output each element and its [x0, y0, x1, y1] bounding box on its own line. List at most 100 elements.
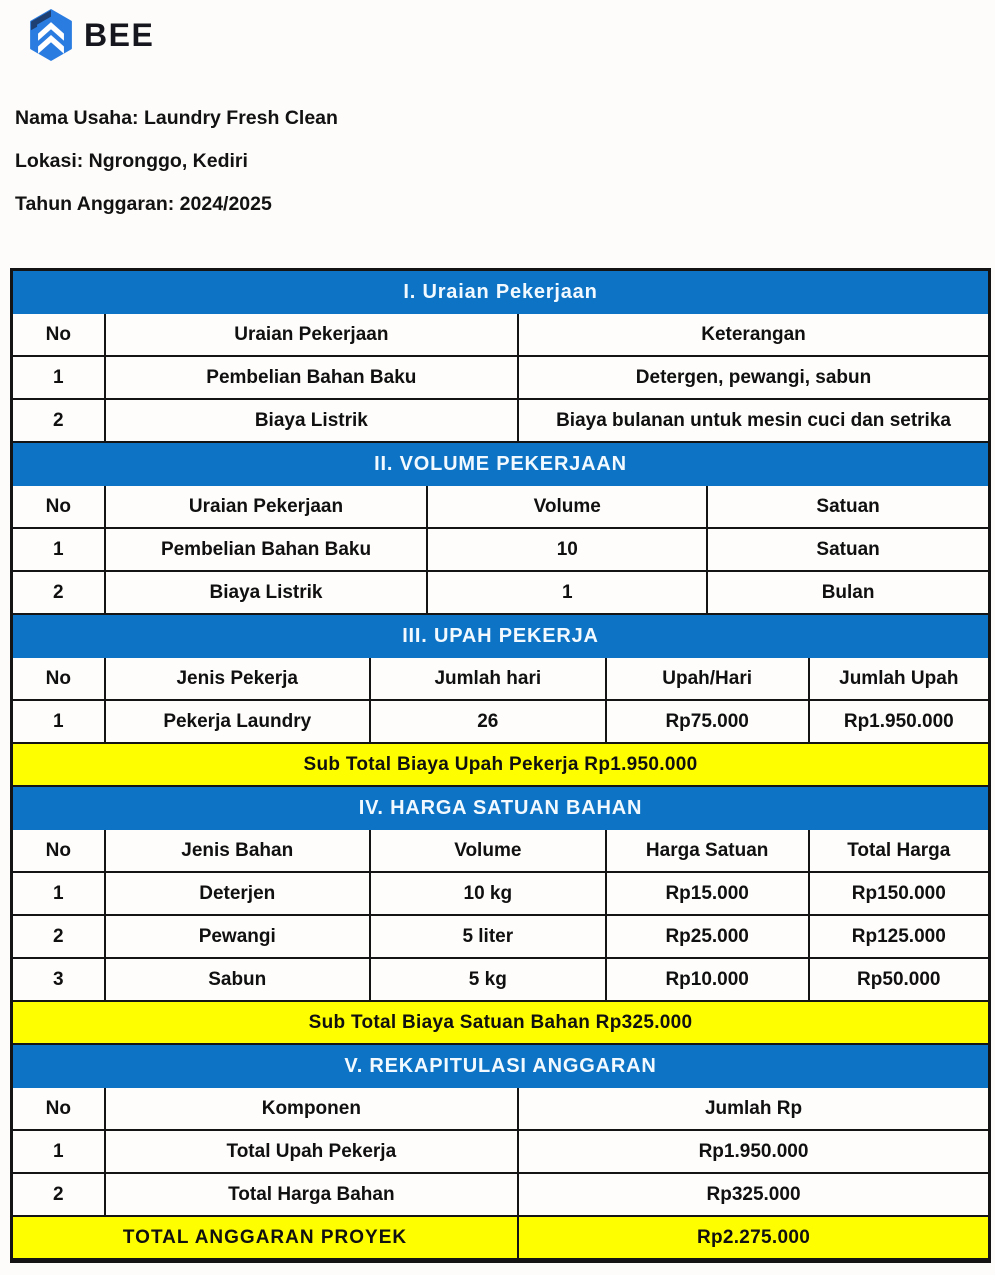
table-header-row: No Uraian Pekerjaan Keterangan: [13, 314, 988, 357]
cell-harga-satuan: Rp15.000: [604, 871, 810, 916]
cell-harga-satuan: Rp25.000: [604, 914, 810, 959]
cell-no: 1: [13, 1129, 106, 1174]
table-rekapitulasi-anggaran: No Komponen Jumlah Rp 1 Total Upah Peker…: [13, 1088, 988, 1260]
grand-total-row: TOTAL ANGGARAN PROYEK Rp2.275.000: [13, 1215, 988, 1260]
table-header-row: No Komponen Jumlah Rp: [13, 1088, 988, 1131]
cell-uraian: Pembelian Bahan Baku: [103, 527, 429, 572]
column-header-uraian: Uraian Pekerjaan: [103, 486, 429, 529]
column-header-no: No: [13, 830, 106, 873]
cell-no: 2: [13, 1172, 106, 1217]
table-upah-pekerja: No Jenis Pekerja Jumlah hari Upah/Hari J…: [13, 658, 988, 787]
section-title-volume-pekerjaan: II. VOLUME PEKERJAAN: [13, 443, 988, 486]
column-header-total-harga: Total Harga: [807, 830, 988, 873]
cell-komponen: Total Upah Pekerja: [103, 1129, 520, 1174]
bee-hexagon-icon: [30, 9, 72, 61]
column-header-no: No: [13, 486, 106, 529]
cell-jenis-bahan: Pewangi: [103, 914, 371, 959]
column-header-uraian: Uraian Pekerjaan: [103, 314, 520, 357]
table-header-row: No Jenis Pekerja Jumlah hari Upah/Hari J…: [13, 658, 988, 701]
cell-jumlah-rp: Rp325.000: [517, 1172, 988, 1217]
subtotal-upah-pekerja: Sub Total Biaya Upah Pekerja Rp1.950.000: [13, 742, 988, 787]
cell-no: 2: [13, 914, 106, 959]
section-title-upah-pekerja: III. UPAH PEKERJA: [13, 615, 988, 658]
column-header-jumlah-hari: Jumlah hari: [368, 658, 607, 701]
brand-logo: BEE: [28, 9, 154, 61]
column-header-jenis-pekerja: Jenis Pekerja: [103, 658, 371, 701]
cell-volume: 10: [426, 527, 709, 572]
column-header-volume: Volume: [426, 486, 709, 529]
cell-jumlah-hari: 26: [368, 699, 607, 744]
section-title-uraian-pekerjaan: I. Uraian Pekerjaan: [13, 271, 988, 314]
grand-total-label: TOTAL ANGGARAN PROYEK: [13, 1215, 520, 1260]
cell-no: 2: [13, 570, 106, 615]
subtotal-row: Sub Total Biaya Upah Pekerja Rp1.950.000: [13, 742, 988, 787]
column-header-no: No: [13, 658, 106, 701]
table-row: 2 Biaya Listrik 1 Bulan: [13, 570, 988, 615]
budget-year-line: Tahun Anggaran: 2024/2025: [15, 193, 272, 215]
table-header-row: No Uraian Pekerjaan Volume Satuan: [13, 486, 988, 529]
cell-upah-hari: Rp75.000: [604, 699, 810, 744]
table-row: 3 Sabun 5 kg Rp10.000 Rp50.000: [13, 957, 988, 1002]
business-info: Nama Usaha: Laundry Fresh Clean Lokasi: …: [15, 107, 338, 216]
table-row: 1 Pembelian Bahan Baku Detergen, pewangi…: [13, 355, 988, 400]
table-header-row: No Jenis Bahan Volume Harga Satuan Total…: [13, 830, 988, 873]
cell-keterangan: Detergen, pewangi, sabun: [517, 355, 988, 400]
column-header-no: No: [13, 1088, 106, 1131]
cell-no: 1: [13, 871, 106, 916]
table-row: 2 Biaya Listrik Biaya bulanan untuk mesi…: [13, 398, 988, 443]
cell-total-harga: Rp50.000: [807, 957, 988, 1002]
table-row: 1 Pekerja Laundry 26 Rp75.000 Rp1.950.00…: [13, 699, 988, 744]
cell-uraian: Biaya Listrik: [103, 398, 520, 443]
table-volume-pekerjaan: No Uraian Pekerjaan Volume Satuan 1 Pemb…: [13, 486, 988, 615]
cell-jenis-bahan: Sabun: [103, 957, 371, 1002]
column-header-satuan: Satuan: [706, 486, 988, 529]
column-header-no: No: [13, 314, 106, 357]
cell-total-harga: Rp125.000: [807, 914, 988, 959]
column-header-keterangan: Keterangan: [517, 314, 988, 357]
cell-jenis-pekerja: Pekerja Laundry: [103, 699, 371, 744]
cell-no: 1: [13, 699, 106, 744]
location-line: Lokasi: Ngronggo, Kediri: [15, 150, 248, 172]
subtotal-satuan-bahan: Sub Total Biaya Satuan Bahan Rp325.000: [13, 1000, 988, 1045]
budget-document: I. Uraian Pekerjaan No Uraian Pekerjaan …: [10, 268, 991, 1263]
table-harga-satuan-bahan: No Jenis Bahan Volume Harga Satuan Total…: [13, 830, 988, 1045]
column-header-jumlah-rp: Jumlah Rp: [517, 1088, 988, 1131]
cell-satuan: Satuan: [706, 527, 988, 572]
table-row: 2 Pewangi 5 liter Rp25.000 Rp125.000: [13, 914, 988, 959]
cell-volume: 5 kg: [368, 957, 607, 1002]
column-header-komponen: Komponen: [103, 1088, 520, 1131]
table-uraian-pekerjaan: No Uraian Pekerjaan Keterangan 1 Pembeli…: [13, 314, 988, 443]
subtotal-row: Sub Total Biaya Satuan Bahan Rp325.000: [13, 1000, 988, 1045]
cell-volume: 5 liter: [368, 914, 607, 959]
cell-uraian: Pembelian Bahan Baku: [103, 355, 520, 400]
table-row: 1 Deterjen 10 kg Rp15.000 Rp150.000: [13, 871, 988, 916]
business-name-line: Nama Usaha: Laundry Fresh Clean: [15, 107, 338, 129]
section-title-harga-satuan-bahan: IV. HARGA SATUAN BAHAN: [13, 787, 988, 830]
cell-volume: 10 kg: [368, 871, 607, 916]
column-header-harga-satuan: Harga Satuan: [604, 830, 810, 873]
cell-jenis-bahan: Deterjen: [103, 871, 371, 916]
column-header-jenis-bahan: Jenis Bahan: [103, 830, 371, 873]
cell-uraian: Biaya Listrik: [103, 570, 429, 615]
cell-keterangan: Biaya bulanan untuk mesin cuci dan setri…: [517, 398, 988, 443]
cell-no: 2: [13, 398, 106, 443]
cell-no: 1: [13, 527, 106, 572]
table-row: 1 Pembelian Bahan Baku 10 Satuan: [13, 527, 988, 572]
table-row: 1 Total Upah Pekerja Rp1.950.000: [13, 1129, 988, 1174]
table-row: 2 Total Harga Bahan Rp325.000: [13, 1172, 988, 1217]
cell-jumlah-rp: Rp1.950.000: [517, 1129, 988, 1174]
cell-komponen: Total Harga Bahan: [103, 1172, 520, 1217]
column-header-volume: Volume: [368, 830, 607, 873]
cell-no: 1: [13, 355, 106, 400]
cell-no: 3: [13, 957, 106, 1002]
cell-total-harga: Rp150.000: [807, 871, 988, 916]
cell-satuan: Bulan: [706, 570, 988, 615]
cell-volume: 1: [426, 570, 709, 615]
column-header-upah-hari: Upah/Hari: [604, 658, 810, 701]
grand-total-value: Rp2.275.000: [517, 1215, 988, 1260]
cell-jumlah-upah: Rp1.950.000: [807, 699, 988, 744]
brand-name: BEE: [84, 16, 155, 53]
section-title-rekapitulasi-anggaran: V. REKAPITULASI ANGGARAN: [13, 1045, 988, 1088]
column-header-jumlah-upah: Jumlah Upah: [807, 658, 988, 701]
cell-harga-satuan: Rp10.000: [604, 957, 810, 1002]
